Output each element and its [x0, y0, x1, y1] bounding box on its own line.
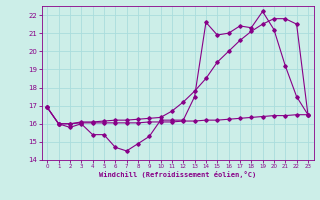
X-axis label: Windchill (Refroidissement éolien,°C): Windchill (Refroidissement éolien,°C) [99, 171, 256, 178]
